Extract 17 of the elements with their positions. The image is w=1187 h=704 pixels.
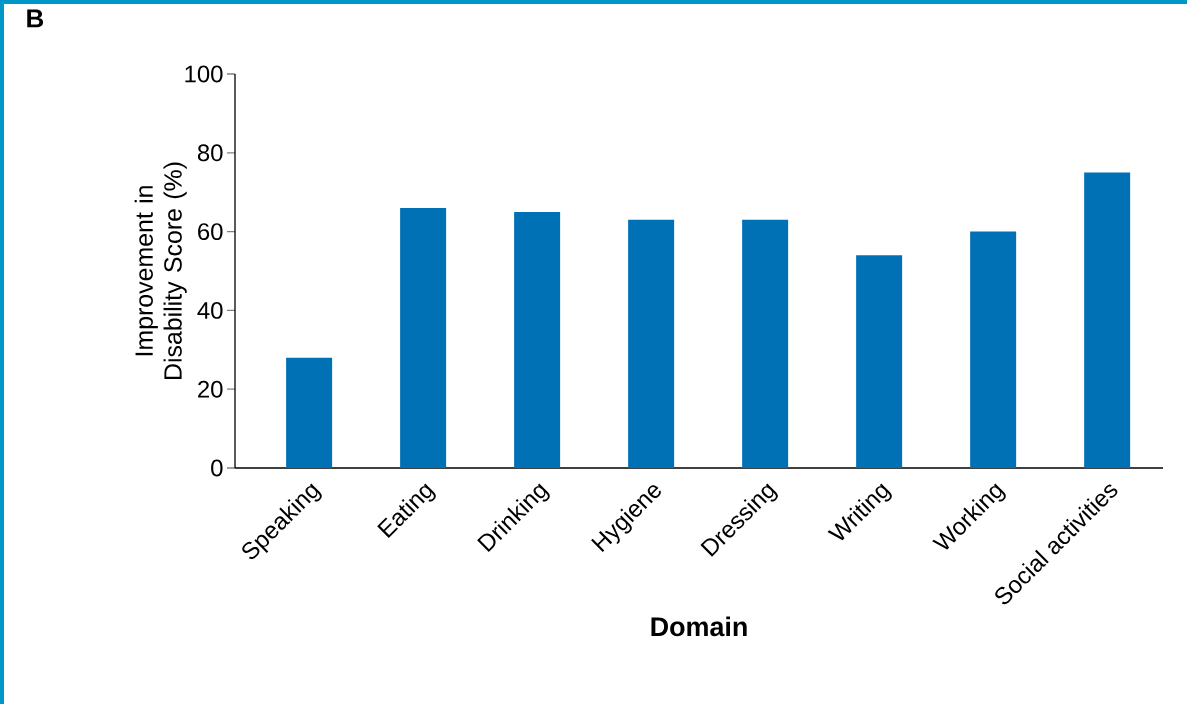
bar bbox=[400, 207, 447, 468]
y-tick-label: 80 bbox=[197, 144, 223, 162]
chart-title: B bbox=[27, 9, 44, 28]
y-tick-label: 0 bbox=[211, 459, 223, 477]
y-tick-label: 60 bbox=[198, 223, 223, 241]
y-tick-label: 100 bbox=[185, 65, 223, 83]
bar bbox=[742, 219, 789, 468]
bar bbox=[286, 357, 333, 468]
y-tick-label: 20 bbox=[198, 380, 223, 398]
bar bbox=[856, 255, 903, 468]
y-tick-label: 40 bbox=[197, 301, 223, 319]
bar bbox=[970, 231, 1017, 468]
bar bbox=[514, 211, 561, 468]
x-axis-title: Domain bbox=[651, 616, 747, 637]
bar bbox=[1084, 172, 1131, 468]
bar bbox=[628, 219, 675, 468]
y-axis-title: Improvement in Disability Score (%) bbox=[134, 162, 187, 379]
